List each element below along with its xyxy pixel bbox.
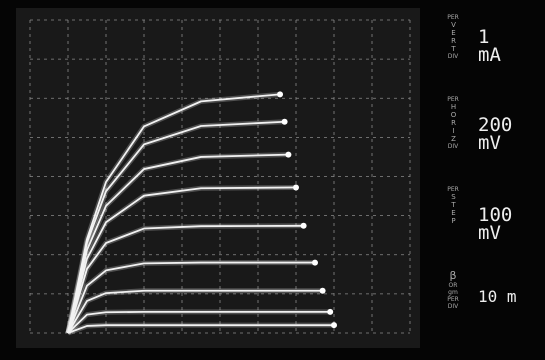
- unit: mA: [478, 46, 501, 64]
- readout-label: PER HORIZ DIV: [438, 96, 468, 150]
- curve-end: [282, 119, 288, 125]
- readout-value: 200 mV: [478, 116, 512, 152]
- curve-end: [293, 184, 299, 190]
- label-per: PER: [438, 186, 468, 193]
- readout-label: β OR gm PER DIV: [438, 270, 468, 310]
- label-div: DIV: [438, 53, 468, 60]
- label-axis: HORIZ: [450, 103, 457, 143]
- label-axis: VERT: [450, 21, 457, 53]
- readout-value: 10 m: [478, 288, 517, 306]
- curve-end: [285, 152, 291, 158]
- curve-end: [320, 288, 326, 294]
- label-div: DIV: [438, 303, 468, 310]
- chart: [0, 0, 430, 360]
- label-or: OR: [438, 282, 468, 289]
- readout-label: PER STEP: [438, 186, 468, 225]
- unit: mV: [478, 224, 512, 242]
- readout-panel: PER VERT DIV 1 mA PER HORIZ DIV 200 mV P…: [430, 0, 545, 360]
- readout-label: PER VERT DIV: [438, 14, 468, 60]
- curve-end: [327, 309, 333, 315]
- label-per: PER: [438, 96, 468, 103]
- curve-end: [277, 91, 283, 97]
- curve-tracer-screen: PER VERT DIV 1 mA PER HORIZ DIV 200 mV P…: [0, 0, 545, 360]
- readout-value: 100 mV: [478, 206, 512, 242]
- label-gm: gm: [438, 289, 468, 296]
- curve-end: [331, 322, 337, 328]
- label-symbol: β: [438, 270, 468, 282]
- label-div: DIV: [438, 143, 468, 150]
- label-per: PER: [438, 14, 468, 21]
- curve-end: [301, 223, 307, 229]
- label-axis: STEP: [450, 193, 457, 225]
- unit: mV: [478, 134, 512, 152]
- curve-end: [312, 260, 318, 266]
- label-per: PER: [438, 296, 468, 303]
- readout-value: 1 mA: [478, 28, 501, 64]
